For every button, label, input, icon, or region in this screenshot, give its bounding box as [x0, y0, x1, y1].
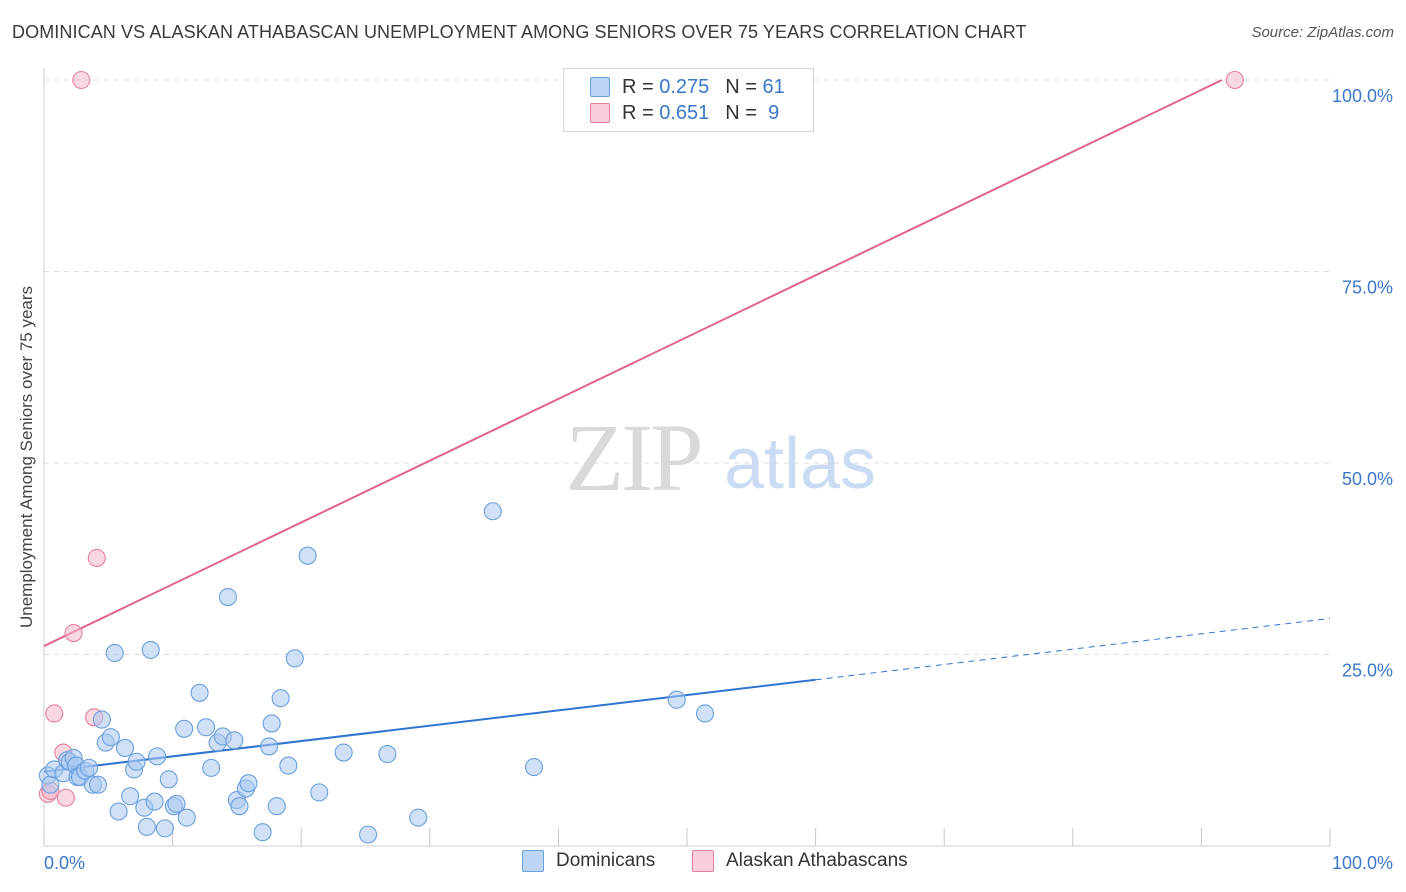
point-dominicans [177, 808, 196, 827]
point-dominicans [79, 758, 99, 777]
point-alaskan-athabascans [1225, 70, 1244, 90]
series-label-alaskan-athabascans: Alaskan Athabascans [726, 850, 908, 871]
point-dominicans [267, 797, 286, 816]
point-alaskan-athabascans [64, 624, 83, 643]
point-dominicans [115, 738, 135, 758]
point-dominicans [155, 819, 174, 838]
series-swatch-blue [522, 850, 544, 872]
point-dominicans [285, 649, 304, 668]
trend-lines [43, 79, 1331, 773]
point-dominicans [409, 808, 428, 827]
point-dominicans [239, 774, 258, 793]
legend-r-label: R = [622, 101, 654, 124]
point-dominicans [121, 787, 140, 806]
point-dominicans [279, 756, 298, 775]
chart-title: DOMINICAN VS ALASKAN ATHABASCAN UNEMPLOY… [12, 22, 1027, 42]
watermark-atlas: atlas [724, 424, 876, 504]
y-tick-label: 100.0% [1332, 86, 1393, 106]
point-dominicans [141, 640, 160, 659]
point-dominicans [310, 783, 329, 802]
watermark: ZIP atlas [566, 404, 877, 511]
legend-r-value: 0.651 [659, 101, 710, 124]
y-axis-title: Unemployment Among Seniors over 75 years [17, 285, 36, 629]
point-alaskan-athabascans [72, 70, 91, 90]
legend-n-label: N = [725, 75, 757, 98]
series-legend-dominicans: Dominicans [522, 850, 655, 872]
point-dominicans [271, 689, 290, 708]
point-alaskan-athabascans [56, 788, 75, 807]
point-dominicans [137, 817, 156, 836]
series-label-dominicans: Dominicans [556, 850, 656, 871]
series-legend-alaskan-athabascans: Alaskan Athabascans [692, 850, 908, 872]
legend-row-alaskan-athabascans: R = 0.651 N = 9 [590, 101, 779, 125]
y-tick-label: 75.0% [1342, 278, 1393, 298]
legend-n-value: 61 [762, 75, 785, 98]
point-alaskan-athabascans [87, 548, 106, 568]
source-label: Source: ZipAtlas.com [1251, 24, 1394, 41]
x-tick-label: 0.0% [44, 853, 85, 873]
point-dominicans [105, 643, 124, 663]
axes [43, 68, 1331, 847]
point-dominicans [109, 802, 128, 821]
tick-labels: 25.0% 50.0% 75.0% 100.0% 0.0% 100.0% [44, 86, 1393, 873]
point-dominicans [230, 797, 249, 816]
point-dominicans [667, 690, 686, 709]
point-dominicans [202, 758, 221, 777]
x-tick-label: 100.0% [1332, 853, 1393, 873]
legend-swatch-pink [590, 103, 610, 123]
point-dominicans [378, 745, 397, 764]
data-points [38, 70, 1244, 844]
point-dominicans [127, 752, 146, 771]
point-alaskan-athabascans [45, 704, 64, 723]
point-dominicans [259, 737, 279, 756]
legend-row-dominicans: R = 0.275 N = 61 [590, 75, 785, 99]
point-dominicans [524, 758, 544, 777]
point-dominicans [148, 747, 167, 766]
point-dominicans [225, 731, 244, 750]
trend-line-dominicans [43, 678, 816, 773]
series-swatch-pink [692, 850, 714, 872]
point-dominicans [218, 587, 237, 607]
legend-n-value: 9 [768, 101, 780, 124]
point-dominicans [190, 683, 209, 702]
legend-r-value: 0.275 [659, 75, 710, 98]
trend-line-dominicans-extension [815, 618, 1331, 681]
legend-n-label: N = [725, 101, 757, 124]
trend-line-alaskan-athabascans [43, 79, 1223, 647]
point-dominicans [101, 728, 120, 747]
point-dominicans [334, 743, 353, 762]
point-dominicans [159, 770, 178, 789]
y-tick-label: 50.0% [1342, 469, 1393, 489]
legend-swatch-blue [590, 77, 610, 97]
point-dominicans [88, 775, 108, 794]
point-dominicans [483, 502, 502, 521]
correlation-legend: R = 0.275 N = 61 R = 0.651 N = 9 [563, 68, 814, 132]
series-legend: Dominicans Alaskan Athabascans [0, 850, 1406, 878]
watermark-zip: ZIP [566, 404, 701, 511]
point-dominicans [196, 718, 216, 737]
point-dominicans [253, 823, 272, 842]
point-dominicans [695, 704, 715, 723]
y-tick-label: 25.0% [1342, 661, 1393, 681]
point-dominicans [262, 714, 281, 733]
point-dominicans [145, 792, 164, 811]
point-dominicans [175, 719, 194, 738]
point-dominicans [359, 825, 378, 844]
legend-r-label: R = [622, 75, 654, 98]
point-dominicans [167, 794, 186, 813]
point-dominicans [92, 710, 111, 729]
grid-lines [44, 79, 1330, 655]
point-dominicans [298, 546, 317, 565]
